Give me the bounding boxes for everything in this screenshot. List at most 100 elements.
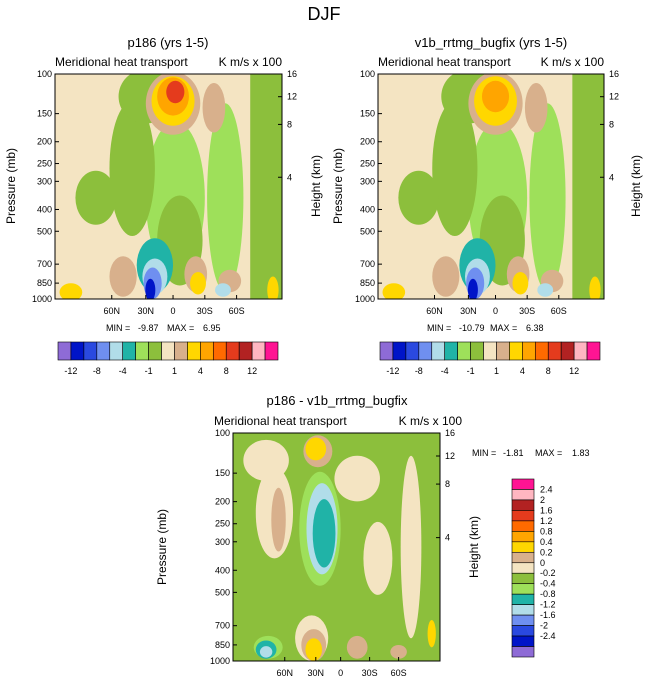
panel-v1b: v1b_rrtmg_bugfix (yrs 1-5) Meridional he… bbox=[331, 35, 643, 333]
colorbar-label: 1.2 bbox=[540, 516, 553, 526]
colorbar-swatch bbox=[251, 341, 266, 361]
y-axis-right-label: Height (km) bbox=[629, 155, 643, 217]
colorbar-swatch bbox=[57, 341, 72, 361]
x-tick-label: 60S bbox=[229, 306, 245, 316]
y-tick-label: 500 bbox=[215, 587, 230, 597]
y-tick-label: 100 bbox=[360, 69, 375, 79]
colorbar-swatch bbox=[238, 341, 253, 361]
contour-region bbox=[363, 521, 393, 595]
colorbar-label: 8 bbox=[546, 366, 551, 376]
colorbar-label: -12 bbox=[64, 366, 77, 376]
x-tick-label: 60N bbox=[103, 306, 120, 316]
contour-field bbox=[233, 433, 440, 661]
min-label: MIN = bbox=[472, 448, 496, 458]
y-axis-right-label: Height (km) bbox=[467, 516, 481, 578]
y-tick-label: 400 bbox=[37, 204, 52, 214]
y-right-tick-label: 16 bbox=[445, 428, 455, 438]
colorbar-swatch bbox=[148, 341, 162, 361]
contour-region bbox=[467, 278, 478, 299]
contour-region bbox=[432, 101, 478, 236]
y-tick-label: 300 bbox=[360, 176, 375, 186]
colorbar-swatch bbox=[511, 646, 535, 658]
y-right-tick-label: 8 bbox=[287, 119, 292, 129]
min-value: -9.87 bbox=[138, 323, 159, 333]
colorbar-swatch bbox=[457, 341, 471, 361]
colorbar-swatch bbox=[511, 510, 535, 522]
colorbar-swatch bbox=[405, 341, 420, 361]
colorbar-swatch bbox=[418, 341, 433, 361]
colorbar-label: 12 bbox=[569, 366, 579, 376]
y-right-tick-label: 4 bbox=[609, 172, 614, 182]
colorbar-horizontal: -12 -8 -4 -1 1 4 8 12 bbox=[57, 341, 279, 376]
colorbar-swatch bbox=[511, 604, 535, 616]
y-tick-label: 700 bbox=[215, 621, 230, 631]
x-tick-label: 30S bbox=[519, 306, 535, 316]
contour-region bbox=[145, 278, 156, 299]
plot-frame bbox=[377, 73, 605, 300]
plot-frame bbox=[54, 73, 283, 300]
colorbar-label: -2.4 bbox=[540, 631, 556, 641]
y-tick-label: 200 bbox=[37, 137, 52, 147]
colorbar-swatch bbox=[511, 499, 535, 511]
colorbar-label: -8 bbox=[93, 366, 101, 376]
max-label: MAX = bbox=[490, 323, 517, 333]
max-value: 6.95 bbox=[203, 323, 221, 333]
contour-region bbox=[390, 645, 407, 659]
colorbar-swatch bbox=[511, 478, 535, 490]
panel-title: p186 - v1b_rrtmg_bugfix bbox=[267, 393, 408, 408]
panel-title: p186 (yrs 1-5) bbox=[128, 35, 209, 50]
y-right-tick-label: 16 bbox=[609, 69, 619, 79]
y-tick-label: 100 bbox=[37, 69, 52, 79]
y-tick-label: 150 bbox=[37, 109, 52, 119]
colorbar-swatch bbox=[431, 341, 446, 361]
colorbar-swatch bbox=[560, 341, 575, 361]
colorbar-swatch bbox=[187, 341, 201, 361]
contour-region bbox=[109, 101, 155, 236]
colorbar-swatch bbox=[109, 341, 124, 361]
colorbar-swatch bbox=[496, 341, 510, 361]
colorbar-label: -1.2 bbox=[540, 600, 556, 610]
colorbar-swatch bbox=[135, 341, 149, 361]
contour-region bbox=[512, 272, 529, 295]
x-tick-label: 30S bbox=[362, 668, 378, 678]
panel-title: v1b_rrtmg_bugfix (yrs 1-5) bbox=[415, 35, 567, 50]
colorbar-label: -1 bbox=[467, 366, 475, 376]
contour-region bbox=[59, 283, 83, 299]
y-tick-label: 700 bbox=[360, 259, 375, 269]
colorbar-label: -4 bbox=[441, 366, 449, 376]
y-tick-label: 250 bbox=[215, 519, 230, 529]
x-tick-label: 30S bbox=[197, 306, 213, 316]
y-tick-label: 850 bbox=[37, 278, 52, 288]
contour-region bbox=[589, 276, 601, 299]
colorbar-swatch bbox=[70, 341, 85, 361]
contour-region bbox=[312, 499, 336, 568]
x-tick-label: 0 bbox=[171, 306, 176, 316]
colorbar-label: 1.6 bbox=[540, 505, 553, 515]
contour-region bbox=[305, 638, 323, 661]
max-value: 1.83 bbox=[572, 448, 590, 458]
colorbar-horizontal: -12 -8 -4 -1 1 4 8 12 bbox=[379, 341, 601, 376]
colorbar-swatch bbox=[392, 341, 407, 361]
y-tick-label: 1000 bbox=[32, 294, 52, 304]
contour-region bbox=[207, 103, 244, 293]
x-tick-label: 30N bbox=[138, 306, 155, 316]
axis-ticks: 100 150 200 250 300 400 500 700 850 1000 16 12 8 4 60N… bbox=[355, 69, 619, 316]
panel-left-label: Meridional heat transport bbox=[378, 55, 511, 69]
y-axis-label: Pressure (mb) bbox=[4, 148, 18, 224]
colorbar-label: 1 bbox=[494, 366, 499, 376]
contour-region bbox=[398, 170, 440, 225]
plot-frame bbox=[232, 432, 441, 662]
contour-region bbox=[537, 283, 554, 297]
panel-left-label: Meridional heat transport bbox=[55, 55, 188, 69]
y-tick-label: 400 bbox=[215, 565, 230, 575]
colorbar-swatch bbox=[212, 341, 227, 361]
contour-region bbox=[109, 256, 137, 297]
colorbar-swatch bbox=[511, 562, 535, 574]
x-tick-label: 60N bbox=[276, 668, 293, 678]
y-right-tick-label: 4 bbox=[287, 172, 292, 182]
y-right-tick-label: 8 bbox=[445, 479, 450, 489]
y-tick-label: 200 bbox=[360, 137, 375, 147]
contour-region bbox=[305, 437, 327, 461]
y-tick-label: 500 bbox=[360, 226, 375, 236]
